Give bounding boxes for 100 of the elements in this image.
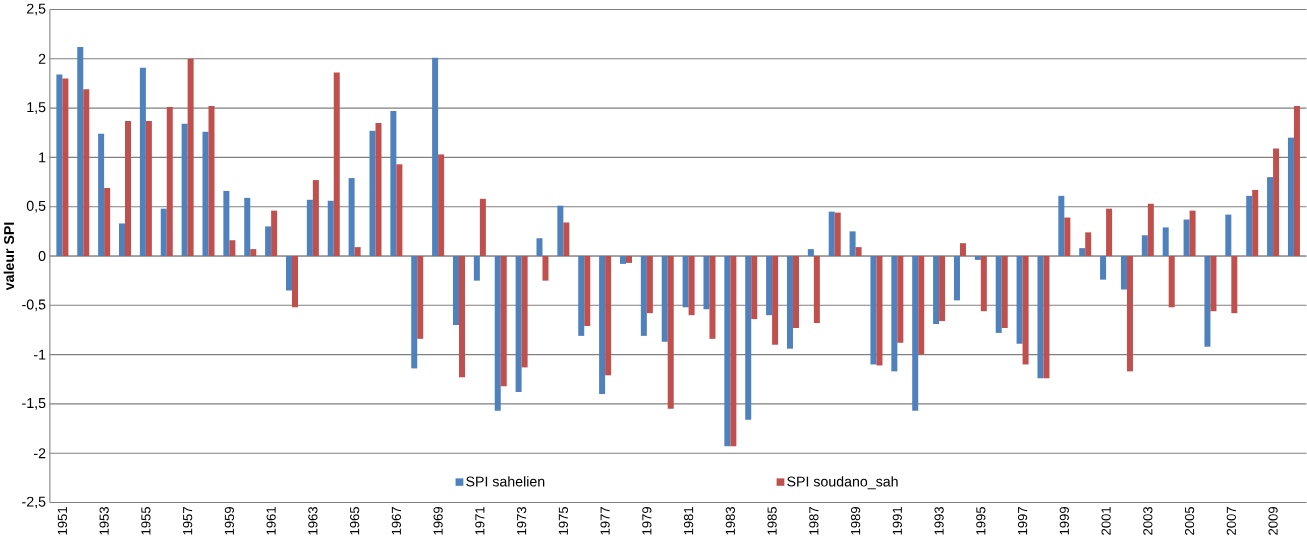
bar bbox=[1252, 189, 1259, 256]
x-tick-label: 1987 bbox=[809, 506, 819, 535]
bar bbox=[56, 74, 63, 256]
bar bbox=[223, 190, 230, 256]
bar bbox=[306, 199, 313, 256]
y-tick-label: 0 bbox=[38, 250, 46, 261]
y-tick-label: 1 bbox=[39, 152, 46, 163]
bar bbox=[619, 255, 626, 264]
x-tick-label: 1963 bbox=[308, 506, 318, 535]
bar bbox=[333, 72, 340, 256]
bar bbox=[1079, 248, 1086, 256]
bar bbox=[265, 226, 272, 256]
y-axis-title: valeur SPI bbox=[3, 222, 15, 291]
x-tick-label: 1971 bbox=[475, 506, 485, 535]
y-tick-label: 0,5 bbox=[26, 200, 46, 213]
bar bbox=[959, 243, 966, 256]
bar bbox=[292, 255, 298, 308]
bar bbox=[1225, 214, 1232, 256]
bar bbox=[1106, 208, 1113, 256]
bar bbox=[1001, 255, 1008, 328]
x-tick-label: 1967 bbox=[391, 506, 401, 535]
bar bbox=[536, 238, 543, 256]
bar bbox=[646, 255, 653, 314]
x-tick-label: 1959 bbox=[224, 506, 234, 535]
legend-label: SPI soudano_sah bbox=[787, 476, 898, 490]
x-tick-label: 1965 bbox=[349, 506, 360, 535]
bar bbox=[855, 247, 862, 256]
bar bbox=[661, 255, 668, 342]
bar bbox=[912, 255, 919, 411]
bar bbox=[870, 255, 877, 365]
bar bbox=[1120, 255, 1127, 290]
y-tick-label: -2 bbox=[34, 448, 46, 459]
bar bbox=[786, 255, 793, 349]
bar bbox=[1293, 106, 1300, 256]
bar bbox=[271, 210, 278, 256]
bar bbox=[125, 120, 132, 256]
bar bbox=[724, 255, 731, 447]
y-tick-label: -2,5 bbox=[22, 496, 46, 509]
bar bbox=[285, 255, 292, 291]
bar bbox=[542, 255, 549, 281]
bar bbox=[939, 255, 946, 322]
y-tick-label: 2,5 bbox=[27, 3, 46, 16]
bar bbox=[369, 130, 376, 256]
x-tick-label: 1953 bbox=[99, 506, 109, 535]
bar bbox=[640, 255, 647, 336]
bar bbox=[432, 57, 439, 256]
bar bbox=[625, 255, 632, 263]
bar bbox=[682, 255, 689, 308]
bar bbox=[1231, 255, 1238, 314]
x-tick-label: 2009 bbox=[1268, 506, 1278, 535]
bar bbox=[244, 197, 251, 256]
x-tick-label: 1985 bbox=[767, 506, 777, 535]
bar bbox=[452, 255, 459, 325]
bar bbox=[166, 107, 173, 256]
bar bbox=[1204, 255, 1211, 347]
bar bbox=[98, 133, 105, 256]
bar bbox=[995, 255, 1002, 333]
bar bbox=[849, 231, 856, 256]
bar bbox=[1085, 232, 1092, 256]
bar bbox=[1100, 255, 1107, 280]
y-tick-label: 1,5 bbox=[27, 102, 46, 114]
bar bbox=[312, 180, 319, 256]
bar bbox=[229, 240, 236, 256]
bar bbox=[411, 255, 418, 369]
y-tick-label: -1,5 bbox=[22, 398, 46, 410]
bar bbox=[1126, 255, 1133, 372]
bar bbox=[772, 255, 779, 345]
bar bbox=[891, 255, 898, 372]
x-tick-label: 1983 bbox=[725, 506, 735, 535]
bar bbox=[396, 164, 403, 256]
x-tick-label: 1993 bbox=[934, 506, 944, 535]
bar bbox=[688, 255, 695, 316]
x-tick-label: 1961 bbox=[266, 506, 276, 535]
bar bbox=[1189, 210, 1196, 256]
bar bbox=[494, 255, 501, 411]
bar bbox=[605, 255, 612, 376]
bar bbox=[1043, 255, 1050, 379]
bar bbox=[458, 255, 465, 378]
bar bbox=[327, 200, 334, 256]
bar bbox=[1016, 255, 1023, 344]
bar bbox=[834, 212, 841, 256]
bar bbox=[1273, 148, 1280, 256]
bar bbox=[751, 255, 758, 320]
bar bbox=[709, 255, 716, 339]
bar bbox=[515, 255, 522, 393]
x-tick-label: 1951 bbox=[57, 506, 68, 535]
bar bbox=[584, 255, 591, 326]
x-tick-label: 1979 bbox=[642, 506, 652, 535]
bar bbox=[792, 255, 799, 328]
bar bbox=[521, 255, 528, 368]
bar bbox=[1058, 195, 1065, 256]
bar bbox=[667, 255, 674, 409]
bar bbox=[250, 249, 257, 256]
x-tick-label: 1969 bbox=[433, 506, 443, 535]
x-tick-label: 1981 bbox=[683, 506, 694, 535]
bar bbox=[1037, 255, 1044, 379]
x-tick-label: 1973 bbox=[516, 506, 527, 535]
x-tick-label: 1955 bbox=[141, 506, 151, 535]
bar bbox=[807, 249, 814, 256]
bar bbox=[62, 78, 69, 256]
